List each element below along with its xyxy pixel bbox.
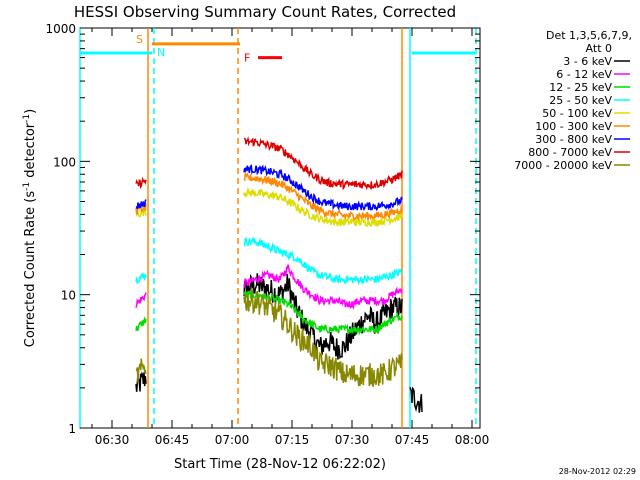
series-line <box>135 358 147 383</box>
x-tick-label: 06:45 <box>155 433 190 447</box>
y-tick-label: 10 <box>61 289 76 303</box>
legend-header-line2: Att 0 <box>586 42 612 55</box>
plot-area: N S F 06:30 06:45 07:00 07:15 07:30 07:45 08:00 1… <box>45 22 489 447</box>
y-tick-label: 100 <box>53 155 76 169</box>
series-line <box>243 186 403 228</box>
chart-title: HESSI Observing Summary Count Rates, Cor… <box>74 3 456 21</box>
axis-ticks: 06:30 06:45 07:00 07:15 07:30 07:45 08:00 1 10 10… <box>45 22 489 447</box>
series-line <box>243 164 403 212</box>
x-tick-label: 06:30 <box>95 433 130 447</box>
legend-entry-label: 7000 - 20000 keV <box>514 159 612 172</box>
series-group-item <box>135 236 403 286</box>
legend-header-line1: Det 1,3,5,6,7,9, <box>546 29 632 42</box>
y-axis-label-sup1: -1 <box>22 182 32 191</box>
legend-entry-label: 300 - 800 keV <box>535 133 612 146</box>
flare-label: F <box>244 52 250 65</box>
series-line <box>135 199 147 210</box>
legend-entry-label: 25 - 50 keV <box>549 94 612 107</box>
legend-entry-label: 50 - 100 keV <box>542 107 612 120</box>
y-tick-label: 1000 <box>45 22 76 36</box>
series-group-item <box>135 164 403 212</box>
y-axis-label: Corrected Count Rate (s-1 detector-1) <box>22 109 38 347</box>
series-line <box>243 264 403 310</box>
series-line <box>243 136 403 191</box>
series-group-item <box>135 136 403 191</box>
series-line <box>135 315 147 332</box>
series-line <box>243 273 403 360</box>
y-axis-label-part1: Corrected Count Rate (s <box>23 191 38 348</box>
x-tick-label: 07:30 <box>335 433 370 447</box>
y-axis-label-part2: detector <box>23 122 38 182</box>
timestamp: 28-Nov-2012 02:29 <box>559 467 636 476</box>
x-tick-label: 07:00 <box>215 433 250 447</box>
series-line <box>243 171 403 222</box>
x-tick-label: 08:00 <box>455 433 490 447</box>
series-line <box>135 272 147 285</box>
series-line <box>135 176 147 190</box>
x-tick-label: 07:15 <box>275 433 310 447</box>
annotations: N S F <box>79 28 477 428</box>
y-tick-label: 1 <box>68 422 76 436</box>
series-group-item <box>135 273 423 413</box>
x-axis-label: Start Time (28-Nov-12 06:22:02) <box>174 457 386 472</box>
saa-label: S <box>136 33 143 46</box>
series-group <box>135 136 423 413</box>
y-axis-label-sup2: -1 <box>22 114 32 123</box>
legend-entry-label: 800 - 7000 keV <box>528 146 612 159</box>
series-line <box>243 288 403 388</box>
series-line <box>243 236 403 286</box>
y-axis-label-part3: ) <box>23 109 38 114</box>
night-label: N <box>157 46 165 59</box>
x-tick-label: 07:45 <box>395 433 430 447</box>
legend-entry-label: 6 - 12 keV <box>556 68 612 81</box>
series-line <box>409 386 423 413</box>
legend-entry-label: 12 - 25 keV <box>549 81 612 94</box>
series-group-item <box>135 288 403 388</box>
legend-entry-label: 100 - 300 keV <box>535 120 612 133</box>
series-line <box>135 292 147 308</box>
legend-entry-label: 3 - 6 keV <box>563 55 612 68</box>
series-group-item <box>135 264 403 310</box>
